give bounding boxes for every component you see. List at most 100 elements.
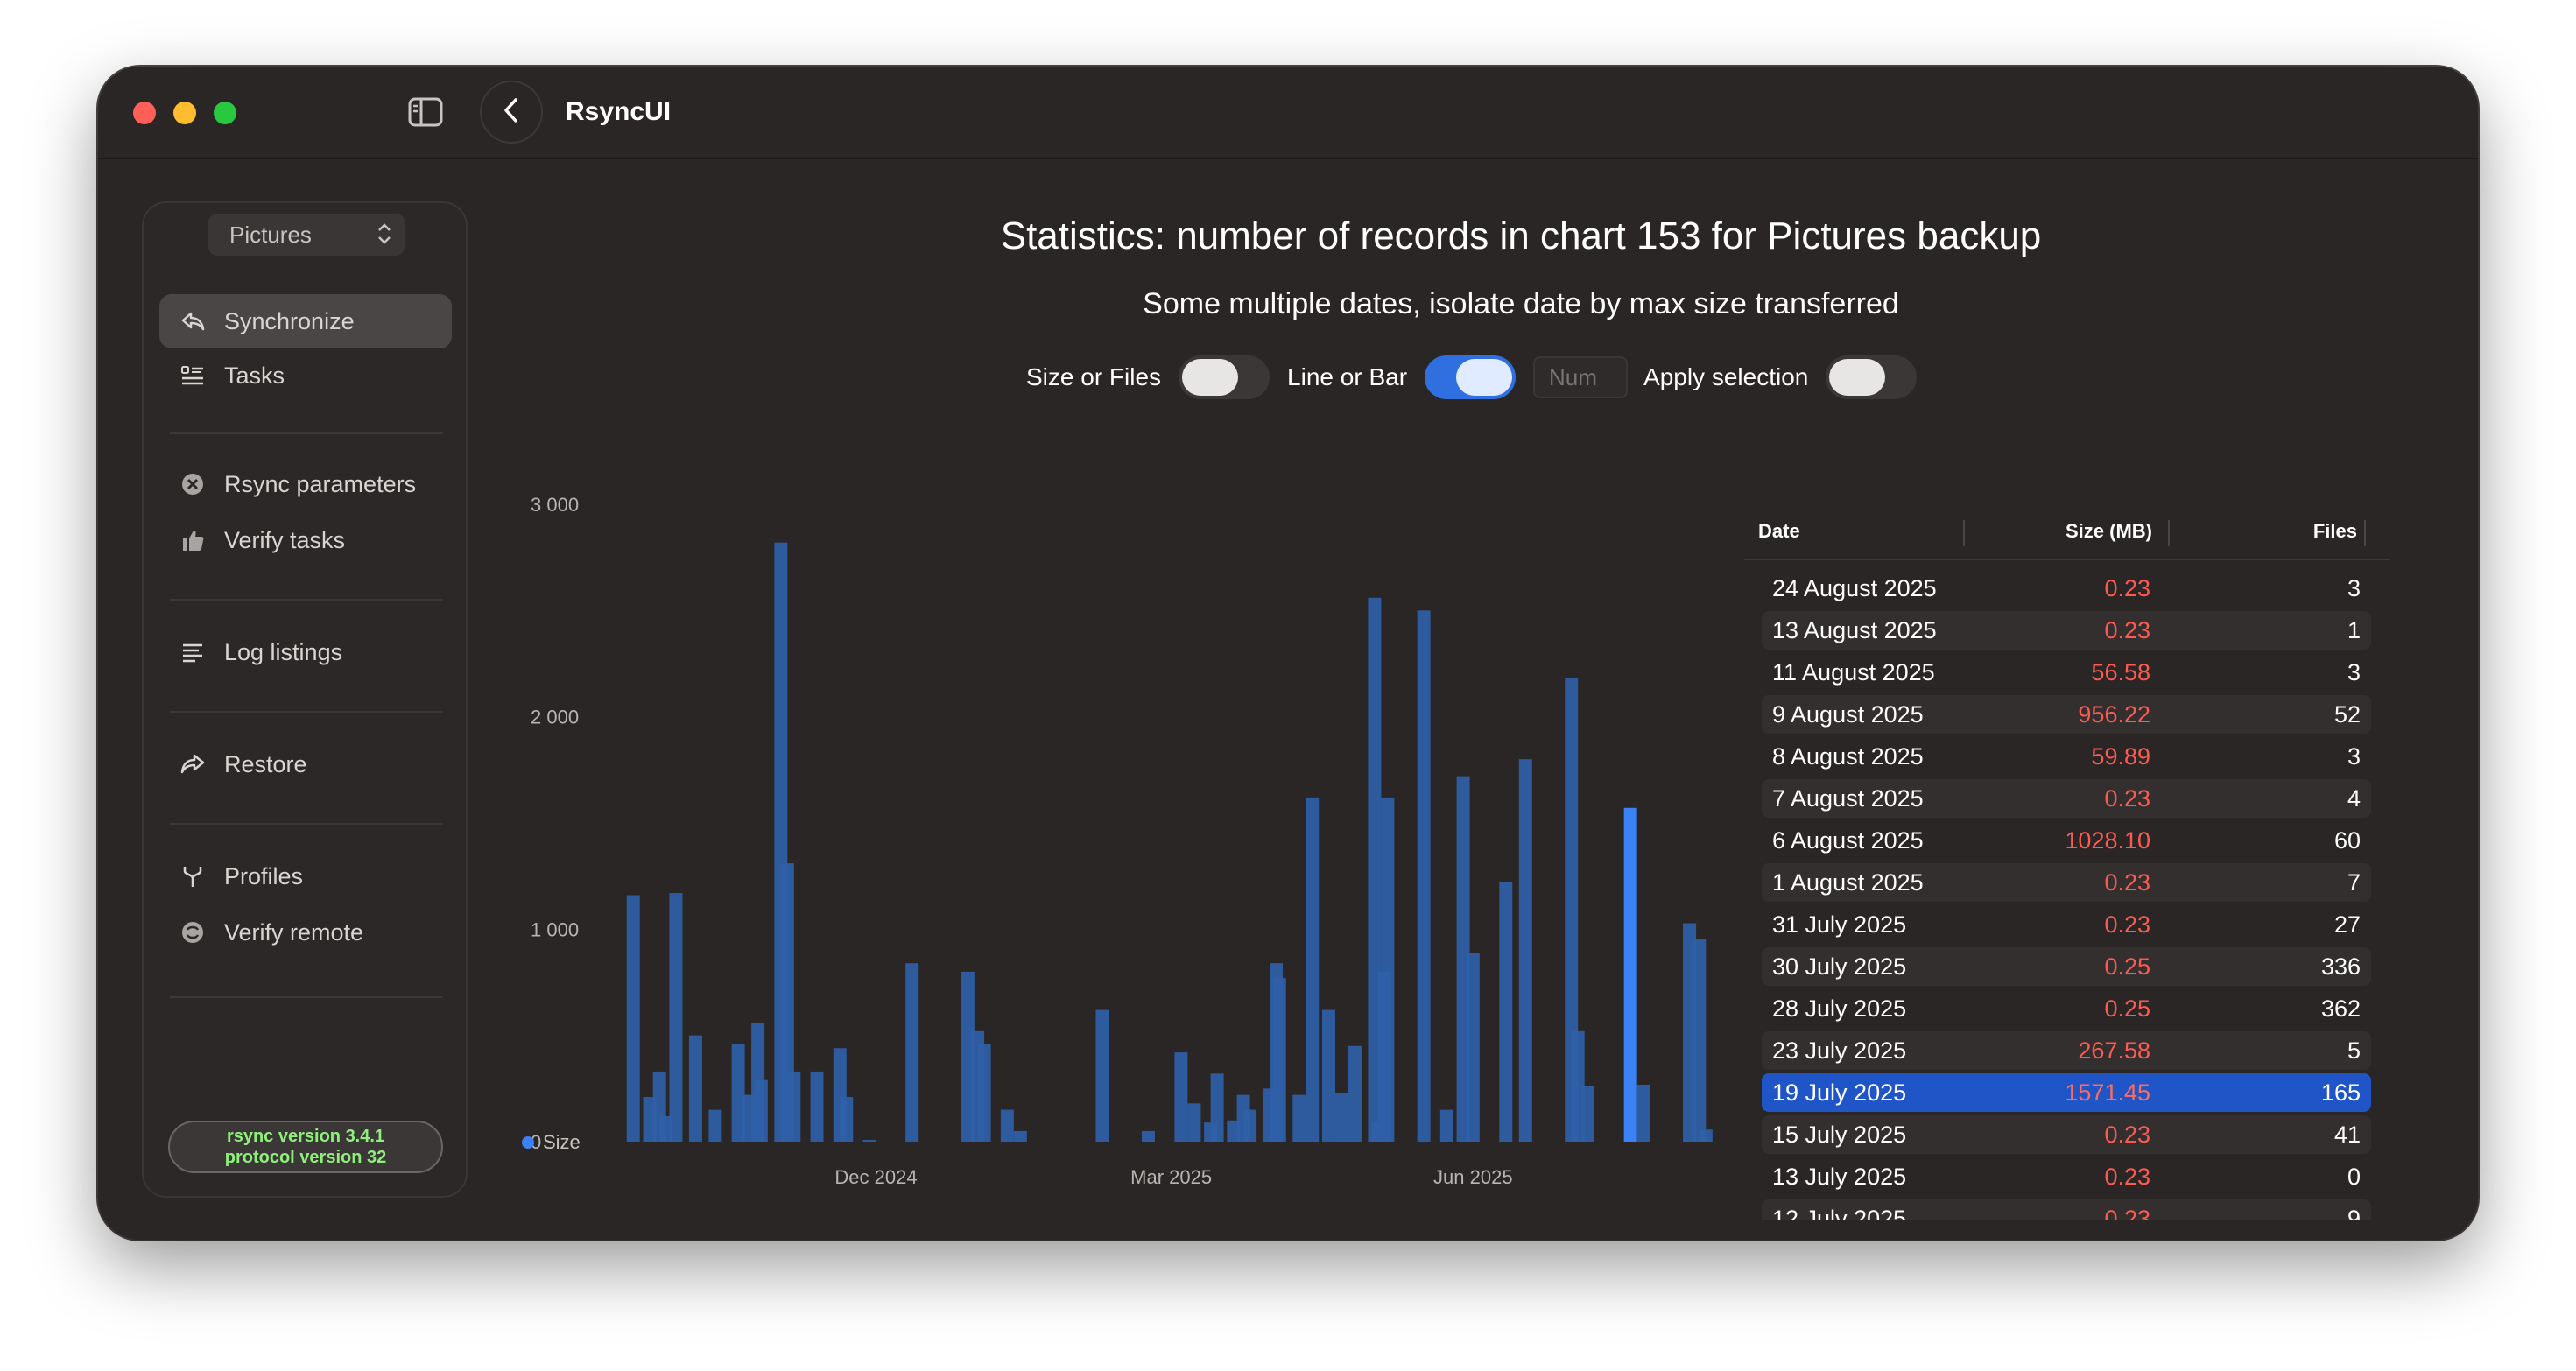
table-row[interactable]: 31 July 2025 0.23 27 [1762,905,2371,944]
bar-chart[interactable]: 0 1 000 2 000 3 000 Dec 2024 Mar 2025 Jun 2025 [510,469,1770,1227]
date-cell: 23 July 2025 [1772,1037,1907,1064]
table-row[interactable]: 6 August 2025 1028.10 60 [1762,821,2371,860]
date-cell: 30 July 2025 [1772,953,1907,980]
table-row[interactable]: 8 August 2025 59.89 3 [1762,737,2371,776]
toggle-knob [1456,359,1513,396]
table-row[interactable]: 15 July 2025 0.23 41 [1762,1115,2371,1154]
sidebar-toggle-icon[interactable] [408,96,443,128]
chart-bar [1348,1045,1362,1142]
sidebar-divider [170,711,443,713]
date-cell: 6 August 2025 [1772,827,1924,854]
column-header-files[interactable]: Files [2312,520,2357,542]
sidebar-item-label: Rsync parameters [224,470,417,497]
back-button[interactable] [480,81,543,144]
chevron-left-icon [502,97,521,128]
profile-select-value: Pictures [229,221,312,248]
table-row[interactable]: 9 August 2025 956.22 52 [1762,695,2371,734]
toggle-knob [1829,359,1886,396]
table-row[interactable]: 13 August 2025 0.23 1 [1762,611,2371,650]
synchronize-icon [179,307,207,335]
close-window-button[interactable] [133,102,156,124]
table-row[interactable]: 19 July 2025 1571.45 165 [1762,1073,2371,1112]
chart-bar [1243,1109,1257,1142]
minimize-window-button[interactable] [173,102,196,124]
column-header-date[interactable]: Date [1758,520,1800,542]
apply-selection-toggle[interactable] [1826,355,1918,399]
chart-bar [1565,678,1579,1142]
size-cell: 0.23 [2104,785,2150,812]
line-or-bar-toggle[interactable] [1425,355,1517,399]
table-row[interactable]: 28 July 2025 0.25 362 [1762,989,2371,1028]
date-cell: 12 July 2025 [1772,1206,1907,1220]
chart-svg: 0 1 000 2 000 3 000 Dec 2024 Mar 2025 Jun 2025 [531,494,1713,1188]
chart-bar [787,1071,801,1142]
chart-bar [1699,1129,1713,1142]
chart-bar [1141,1130,1155,1142]
chart-bar [1417,610,1431,1142]
date-cell: 13 August 2025 [1772,617,1937,643]
sidebar-item-rsync-parameters[interactable]: Rsync parameters [159,457,452,511]
sidebar-item-tasks[interactable]: Tasks [159,348,452,403]
y-tick-label: 3 000 [531,494,579,516]
files-cell: 362 [2320,995,2361,1022]
files-cell: 3 [2347,743,2361,770]
date-cell: 24 August 2025 [1772,575,1937,601]
files-cell: 9 [2347,1206,2361,1220]
log-listings-icon [179,638,207,666]
date-cell: 15 July 2025 [1772,1121,1907,1148]
sidebar-item-verify-remote[interactable]: Verify remote [159,905,452,960]
y-tick-label: 0 [531,1131,541,1153]
legend-label: Size [543,1131,581,1153]
zoom-window-button[interactable] [214,102,236,124]
table-row[interactable]: 13 July 2025 0.23 0 [1762,1157,2371,1196]
size-cell: 0.23 [2104,575,2150,601]
table-row[interactable]: 7 August 2025 0.23 4 [1762,779,2371,818]
size-cell: 0.23 [2104,1121,2150,1148]
chart-bar [810,1071,824,1142]
size-cell: 0.23 [2104,1206,2150,1220]
chart-bar [1292,1094,1306,1142]
size-or-files-toggle[interactable] [1179,355,1270,399]
sidebar-item-verify-tasks[interactable]: Verify tasks [159,513,452,567]
table-row[interactable]: 1 August 2025 0.23 7 [1762,863,2371,902]
files-cell: 3 [2347,575,2361,601]
size-cell: 56.58 [2091,659,2150,686]
verify-remote-icon [179,918,207,946]
table-row[interactable]: 12 July 2025 0.23 9 [1762,1199,2371,1220]
table-row[interactable]: 23 July 2025 267.58 5 [1762,1031,2371,1070]
sidebar-item-synchronize[interactable]: Synchronize [159,294,452,348]
profile-select[interactable]: Pictures [208,214,405,256]
chart-bar [1334,1093,1348,1142]
x-tick-label: Dec 2024 [834,1166,917,1188]
sidebar-item-label: Profiles [224,862,304,889]
sidebar-item-label: Tasks [224,362,285,389]
size-cell: 1571.45 [2065,1079,2150,1106]
column-separator [2364,520,2366,546]
chart-bar [1095,1009,1109,1142]
restore-icon [179,750,207,778]
toggle-knob [1182,359,1239,396]
table-row[interactable]: 30 July 2025 0.25 336 [1762,947,2371,986]
sidebar-item-profiles[interactable]: Profiles [159,849,452,903]
column-header-size[interactable]: Size (MB) [2066,520,2152,542]
num-input[interactable] [1533,356,1629,398]
chart-bar [708,1109,722,1142]
files-cell: 336 [2320,953,2361,980]
profiles-icon [179,862,207,890]
sidebar-item-log-listings[interactable]: Log listings [159,625,452,679]
table-row[interactable]: 24 August 2025 0.23 3 [1762,569,2371,608]
files-cell: 0 [2347,1164,2361,1190]
size-cell: 1028.10 [2065,827,2150,854]
sidebar-item-label: Verify remote [224,918,364,946]
chart-bar [1693,939,1707,1142]
chart-bar [1272,978,1286,1142]
page-title: Statistics: number of records in chart 1… [1000,214,2042,257]
size-or-files-label: Size or Files [1026,363,1162,390]
app-title: RsyncUI [566,97,672,126]
chart-bar [1187,1103,1201,1142]
sidebar-item-restore[interactable]: Restore [159,737,452,791]
size-cell: 956.22 [2078,701,2150,728]
rsync-version-badge: rsync version 3.4.1 protocol version 32 [168,1121,443,1173]
table-row[interactable]: 11 August 2025 56.58 3 [1762,653,2371,692]
date-cell: 19 July 2025 [1772,1079,1907,1106]
